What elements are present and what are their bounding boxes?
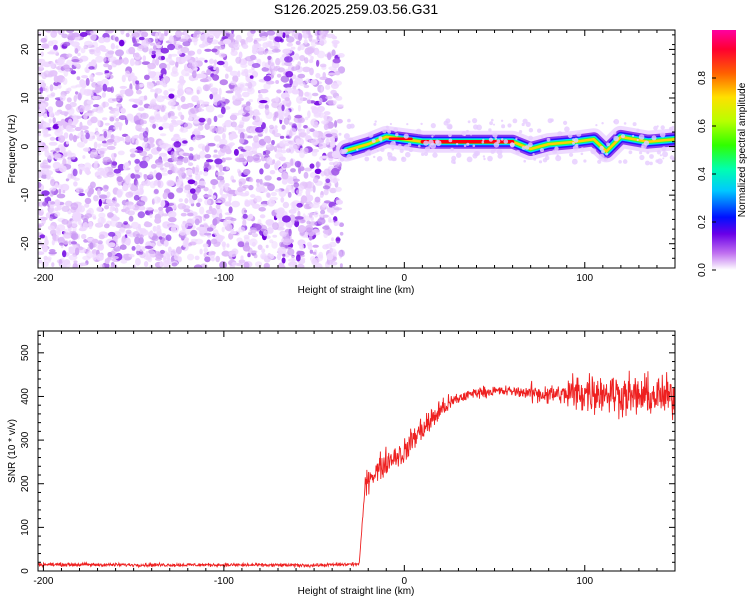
spectrogram-frame (37, 29, 676, 269)
colorbar-tick-label: 0.0 (697, 263, 708, 277)
snr-frame (37, 330, 676, 572)
snr-x-tick-label: 100 (576, 576, 593, 587)
noise-speckles (38, 30, 346, 268)
snr-series-line (38, 370, 675, 569)
spectrogram-y-tick-label: -10 (20, 187, 31, 202)
colorbar-ticks: 0.0 0.2 0.4 0.6 0.8 (697, 71, 716, 277)
colorbar-label: Normalized spectral amplitude (737, 82, 748, 217)
snr-panel: -200 -100 0 100 0 100 200 300 400 500 Height of s… (7, 330, 676, 597)
snr-y-tick-label: 500 (20, 344, 31, 361)
snr-y-axis-label: SNR (10 * v/v) (7, 419, 18, 483)
spectrogram-x-tick-label: 0 (402, 273, 408, 284)
snr-x-tick-label: 0 (402, 576, 408, 587)
figure-title: S126.2025.259.03.56.G31 (274, 1, 438, 17)
snr-plot-area (38, 370, 675, 569)
colorbar-tick-label: 0.6 (697, 119, 708, 133)
colorbar-tick-label: 0.8 (697, 71, 708, 85)
colorbar: 0.0 0.2 0.4 0.6 0.8 Normalized spectral ampl… (697, 30, 748, 277)
spectrogram-plot-area (38, 30, 675, 268)
spectrogram-y-tick-label: 20 (20, 43, 31, 55)
snr-y-tick-label: 100 (20, 519, 31, 536)
spectrogram-x-tick-label: -100 (214, 273, 234, 284)
spectrogram-y-axis-label: Frequency (Hz) (7, 115, 18, 184)
spectrogram-x-axis-label: Height of straight line (km) (298, 285, 415, 296)
snr-ticks: -200 -100 0 100 0 100 200 300 400 500 (20, 331, 676, 587)
snr-x-tick-label: -100 (214, 576, 234, 587)
colorbar-tick-label: 0.4 (697, 167, 708, 181)
colorbar-tick-label: 0.2 (697, 215, 708, 229)
spectrogram-x-tick-label: -200 (33, 273, 53, 284)
snr-y-tick-label: 0 (20, 568, 31, 574)
snr-y-tick-label: 400 (20, 388, 31, 405)
spectrogram-y-tick-label: -20 (20, 236, 31, 251)
colorbar-gradient (712, 30, 736, 270)
snr-x-tick-label: -200 (33, 576, 53, 587)
spectrogram-x-tick-label: 100 (576, 273, 593, 284)
snr-x-axis-label: Height of straight line (km) (298, 586, 415, 597)
snr-y-tick-label: 200 (20, 475, 31, 492)
spectrogram-y-tick-label: 10 (20, 92, 31, 104)
snr-y-tick-label: 300 (20, 431, 31, 448)
spectrogram-y-tick-label: 0 (20, 143, 31, 149)
signal-ridge (335, 118, 675, 166)
